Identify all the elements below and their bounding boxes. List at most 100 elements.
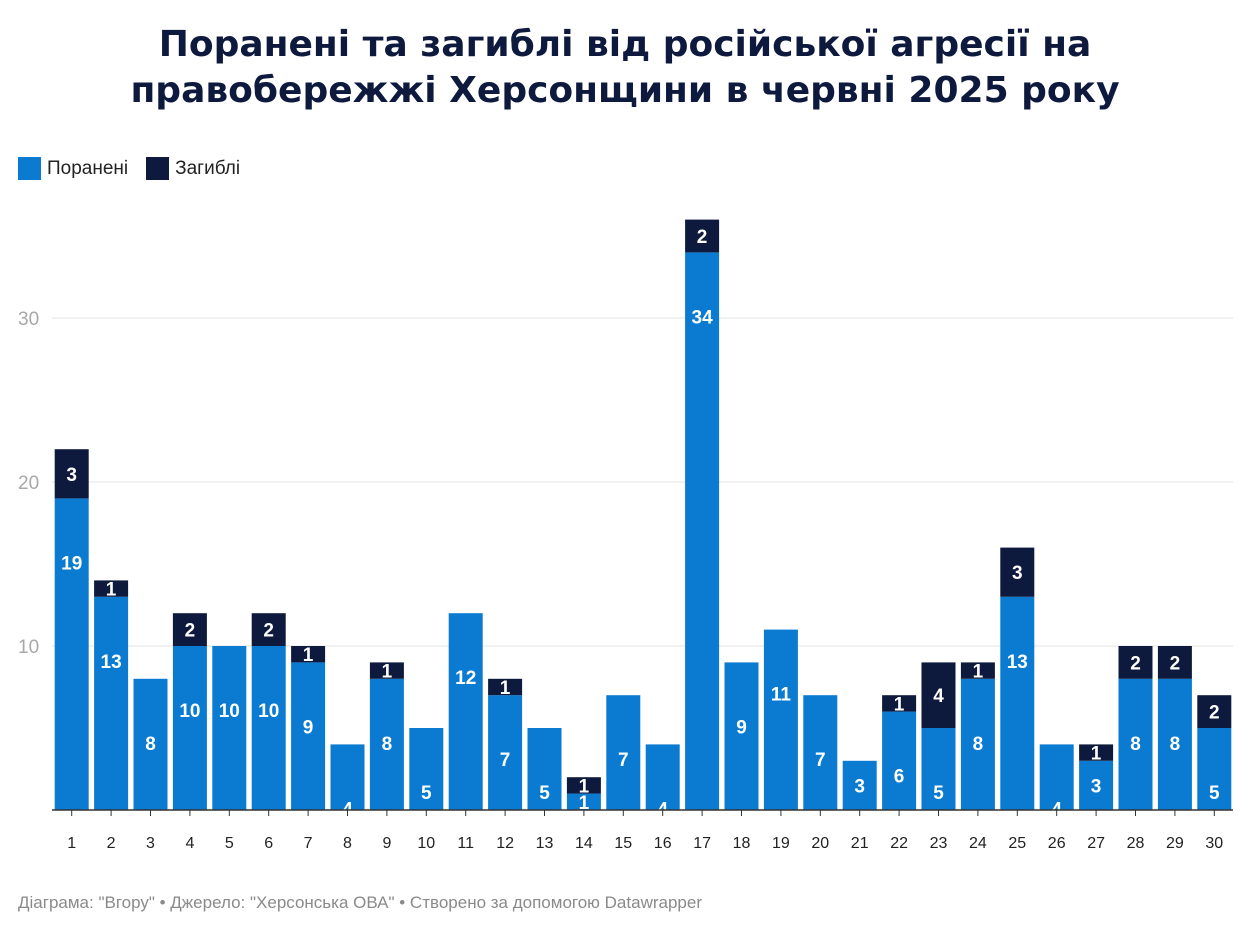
x-tick-label: 14 [575,835,593,852]
bar-segment-killed [488,678,523,696]
x-tick-label: 2 [107,835,116,852]
legend-item-killed: Загиблі [146,157,240,180]
x-tick-label: 10 [417,835,435,852]
data-label-injured: 13 [1007,652,1028,673]
data-label-injured: 8 [382,734,393,755]
data-label-injured: 9 [736,717,747,738]
x-tick-label: 22 [890,835,908,852]
x-tick-label: 16 [654,835,672,852]
bar-segment-injured [1079,760,1114,810]
data-label-injured: 6 [894,767,905,788]
x-tick-label: 29 [1166,835,1184,852]
bar-segment-killed [1000,547,1035,597]
data-label-killed: 1 [382,662,393,683]
bar-segment-injured [803,695,838,810]
bar-segment-injured [566,793,601,810]
bar-segment-injured [724,662,759,810]
bar-segment-injured [488,695,523,810]
bar-segment-injured [330,744,365,810]
x-tick-label: 3 [146,835,155,852]
x-tick-label: 17 [693,835,711,852]
x-tick-label: 19 [772,835,790,852]
bar-segment-killed [566,777,601,794]
data-label-injured: 5 [1209,783,1220,804]
bar-segment-injured [685,252,720,810]
x-tick-label: 15 [614,835,632,852]
bar-segment-injured [212,646,247,810]
data-label-injured: 3 [1091,776,1102,797]
data-label-injured: 13 [101,652,122,673]
data-label-injured: 5 [421,783,432,804]
bar-segment-injured [54,498,89,810]
data-label-killed: 3 [66,465,77,486]
bar-segment-injured [1039,744,1074,810]
data-label-killed: 1 [500,678,511,699]
bar-segment-killed [882,695,917,712]
legend-item-injured: Поранені [18,157,128,180]
data-label-injured: 10 [219,701,240,722]
data-label-injured: 5 [539,783,550,804]
bar-segment-injured [606,695,641,810]
bar-segment-injured [448,613,483,810]
bar-segment-injured [882,711,917,810]
bar-segment-killed [1197,695,1232,728]
x-tick-label: 23 [930,835,948,852]
data-label-injured: 10 [258,701,279,722]
bar-segment-killed [172,613,207,646]
data-label-injured: 7 [815,750,826,771]
bar-segment-injured [960,678,995,810]
chart-title-line-2: правобережжі Херсонщини в червні 2025 ро… [130,70,1120,111]
data-label-injured: 3 [854,776,865,797]
bar-segment-killed [921,662,956,728]
data-label-killed: 3 [1012,563,1023,584]
bar-segment-injured [1197,728,1232,810]
bar-segment-injured [1000,596,1035,810]
bar-segment-killed [1118,646,1153,679]
chart-title: Поранені та загиблі від російської агрес… [0,22,1250,114]
data-label-injured: 11 [771,685,792,706]
x-tick-label: 11 [457,835,474,852]
data-label-killed: 2 [185,621,196,642]
legend-label-injured: Поранені [47,157,129,179]
data-label-injured: 7 [618,750,629,771]
x-tick-label: 12 [496,835,514,852]
x-tick-label: 20 [811,835,829,852]
legend-swatch-injured [18,157,41,180]
x-tick-label: 21 [851,835,869,852]
bar-segment-injured [921,728,956,810]
data-label-killed: 2 [1130,653,1141,674]
data-label-killed: 1 [894,694,905,715]
chart-legend: Поранені Загиблі [18,157,258,180]
y-tick-label: 10 [18,637,39,658]
bar-segment-injured [763,629,798,810]
data-label-killed: 1 [579,776,590,797]
x-tick-label: 6 [264,835,273,852]
bar-segment-killed [291,646,326,663]
data-label-killed: 1 [106,580,117,601]
data-label-killed: 1 [303,645,314,666]
data-label-injured: 8 [145,734,156,755]
bar-segment-injured [842,760,877,810]
data-label-injured: 5 [933,783,944,804]
data-label-injured: 9 [303,717,314,738]
bar-segment-injured [251,646,286,810]
x-tick-label: 24 [969,835,987,852]
x-tick-label: 26 [1048,835,1066,852]
chart-footer: Діаграма: "Вгору" • Джерело: "Херсонська… [18,893,702,912]
data-label-injured: 19 [61,553,82,574]
bar-segment-injured [94,596,129,810]
bar-segment-injured [172,646,207,810]
x-tick-label: 18 [733,835,751,852]
x-tick-label: 8 [343,835,352,852]
y-tick-label: 20 [18,473,39,494]
x-tick-label: 5 [225,835,234,852]
data-label-injured: 10 [179,701,200,722]
bar-segment-killed [369,662,404,679]
data-label-injured: 8 [1170,734,1181,755]
bar-segment-killed [1157,646,1192,679]
x-tick-label: 28 [1127,835,1145,852]
bar-segment-killed [94,580,129,597]
data-label-killed: 2 [1209,703,1220,724]
data-label-killed: 4 [933,686,944,707]
